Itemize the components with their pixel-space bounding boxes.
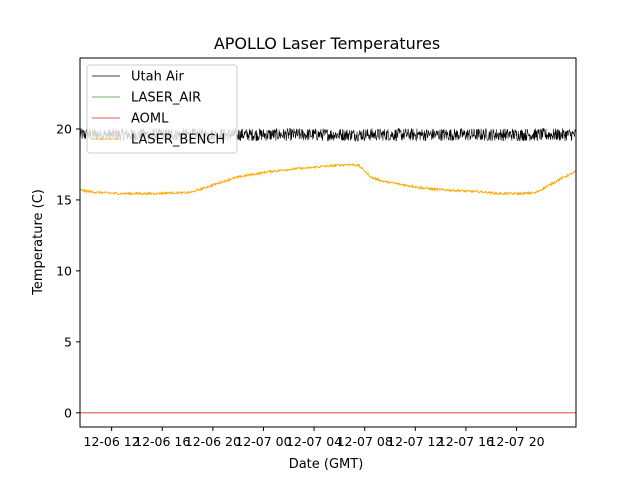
legend-box: [86, 64, 238, 154]
x-tick-label: 12-06 12: [84, 434, 140, 449]
y-tick-label: 10: [56, 263, 72, 278]
y-axis: 0 5 10 15 20: [56, 121, 80, 420]
plot-frame: [79, 57, 577, 428]
x-tick-label: 12-06 16: [134, 434, 190, 449]
chart-title: APOLLO Laser Temperatures: [214, 34, 440, 53]
legend: Utah Air LASER_AIR AOML LASER_BENCH: [86, 64, 238, 154]
x-tick-label: 12-07 12: [387, 434, 443, 449]
x-tick-label: 12-07 08: [337, 434, 393, 449]
y-tick-label: 15: [56, 192, 72, 207]
y-tick-label: 5: [64, 334, 72, 349]
legend-label: AOML: [131, 112, 169, 127]
y-axis-label: Temperature (C): [31, 189, 46, 296]
x-tick-label: 12-07 04: [286, 434, 342, 449]
x-tick-label: 12-07 00: [235, 434, 291, 449]
x-tick-label: 12-07 20: [488, 434, 544, 449]
x-tick-label: 12-06 20: [185, 434, 241, 449]
x-axis-label: Date (GMT): [289, 457, 364, 472]
legend-label: LASER_BENCH: [131, 133, 225, 148]
legend-label: Utah Air: [131, 70, 184, 85]
y-tick-label: 20: [56, 121, 72, 136]
x-tick-label: 12-07 16: [438, 434, 494, 449]
legend-label: LASER_AIR: [131, 91, 201, 106]
y-tick-label: 0: [64, 405, 72, 420]
series-laser-bench: [79, 162, 577, 197]
